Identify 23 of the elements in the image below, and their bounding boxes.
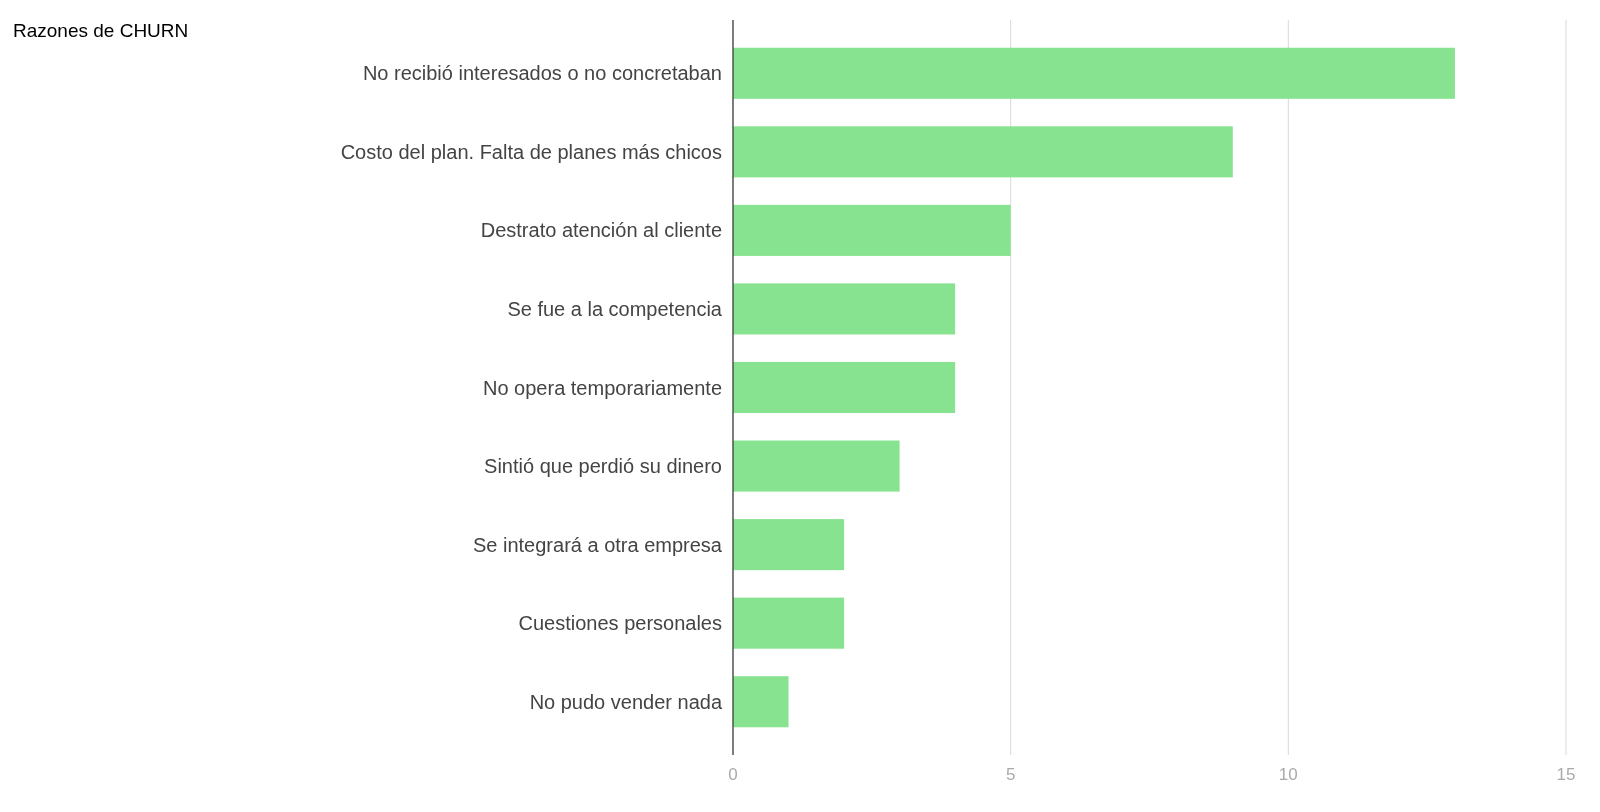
- x-tick-label: 0: [728, 765, 738, 784]
- y-tick-label: Costo del plan. Falta de planes más chicos: [340, 140, 722, 163]
- bar: [733, 519, 845, 571]
- y-tick-label: Se fue a la competencia: [507, 297, 723, 320]
- x-tick-label: 5: [1005, 765, 1016, 784]
- x-tick-label: 15: [1556, 765, 1576, 784]
- y-tick-label: Se integrará a otra empresa: [472, 533, 723, 556]
- y-tick-label: No opera temporariamente: [482, 376, 722, 399]
- bar: [733, 126, 1233, 178]
- y-tick-label: Cuestiones personales: [518, 612, 722, 635]
- bar: [733, 204, 1011, 256]
- bar: [733, 283, 956, 335]
- x-tick-label: 10: [1278, 765, 1298, 784]
- y-tick-label: No pudo vender nada: [529, 690, 723, 713]
- bar: [733, 47, 1455, 99]
- y-tick-label: No recibió interesados o no concretaban: [362, 62, 722, 85]
- y-tick-label: Sintió que perdió su dinero: [484, 455, 722, 478]
- y-tick-label: Destrato atención al cliente: [480, 219, 722, 242]
- bar: [733, 597, 845, 649]
- bar: [733, 361, 956, 414]
- bar: [733, 440, 900, 492]
- text: Razones de CHURN: [13, 20, 189, 41]
- bar: [733, 676, 789, 728]
